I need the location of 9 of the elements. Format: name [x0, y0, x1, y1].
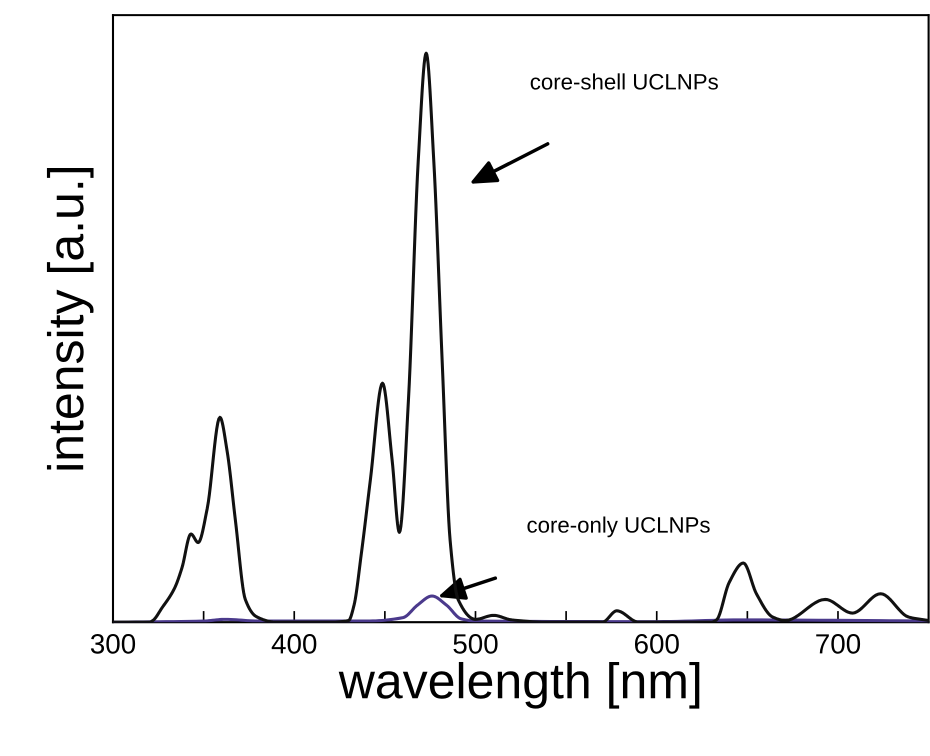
- x-axis-title: wavelength [nm]: [338, 662, 700, 709]
- annotation: core-only UCLNPs: [527, 516, 710, 538]
- y-axis-title: intensity [a.u.]: [46, 168, 94, 470]
- x-tick-label: 700: [816, 634, 860, 654]
- annotation: core-shell UCLNPs: [530, 73, 718, 90]
- x-tick-label: 500: [453, 634, 498, 654]
- x-tick-label: 300: [90, 634, 136, 654]
- x-tick-label: 400: [272, 634, 316, 654]
- x-tick-label: 600: [634, 634, 679, 654]
